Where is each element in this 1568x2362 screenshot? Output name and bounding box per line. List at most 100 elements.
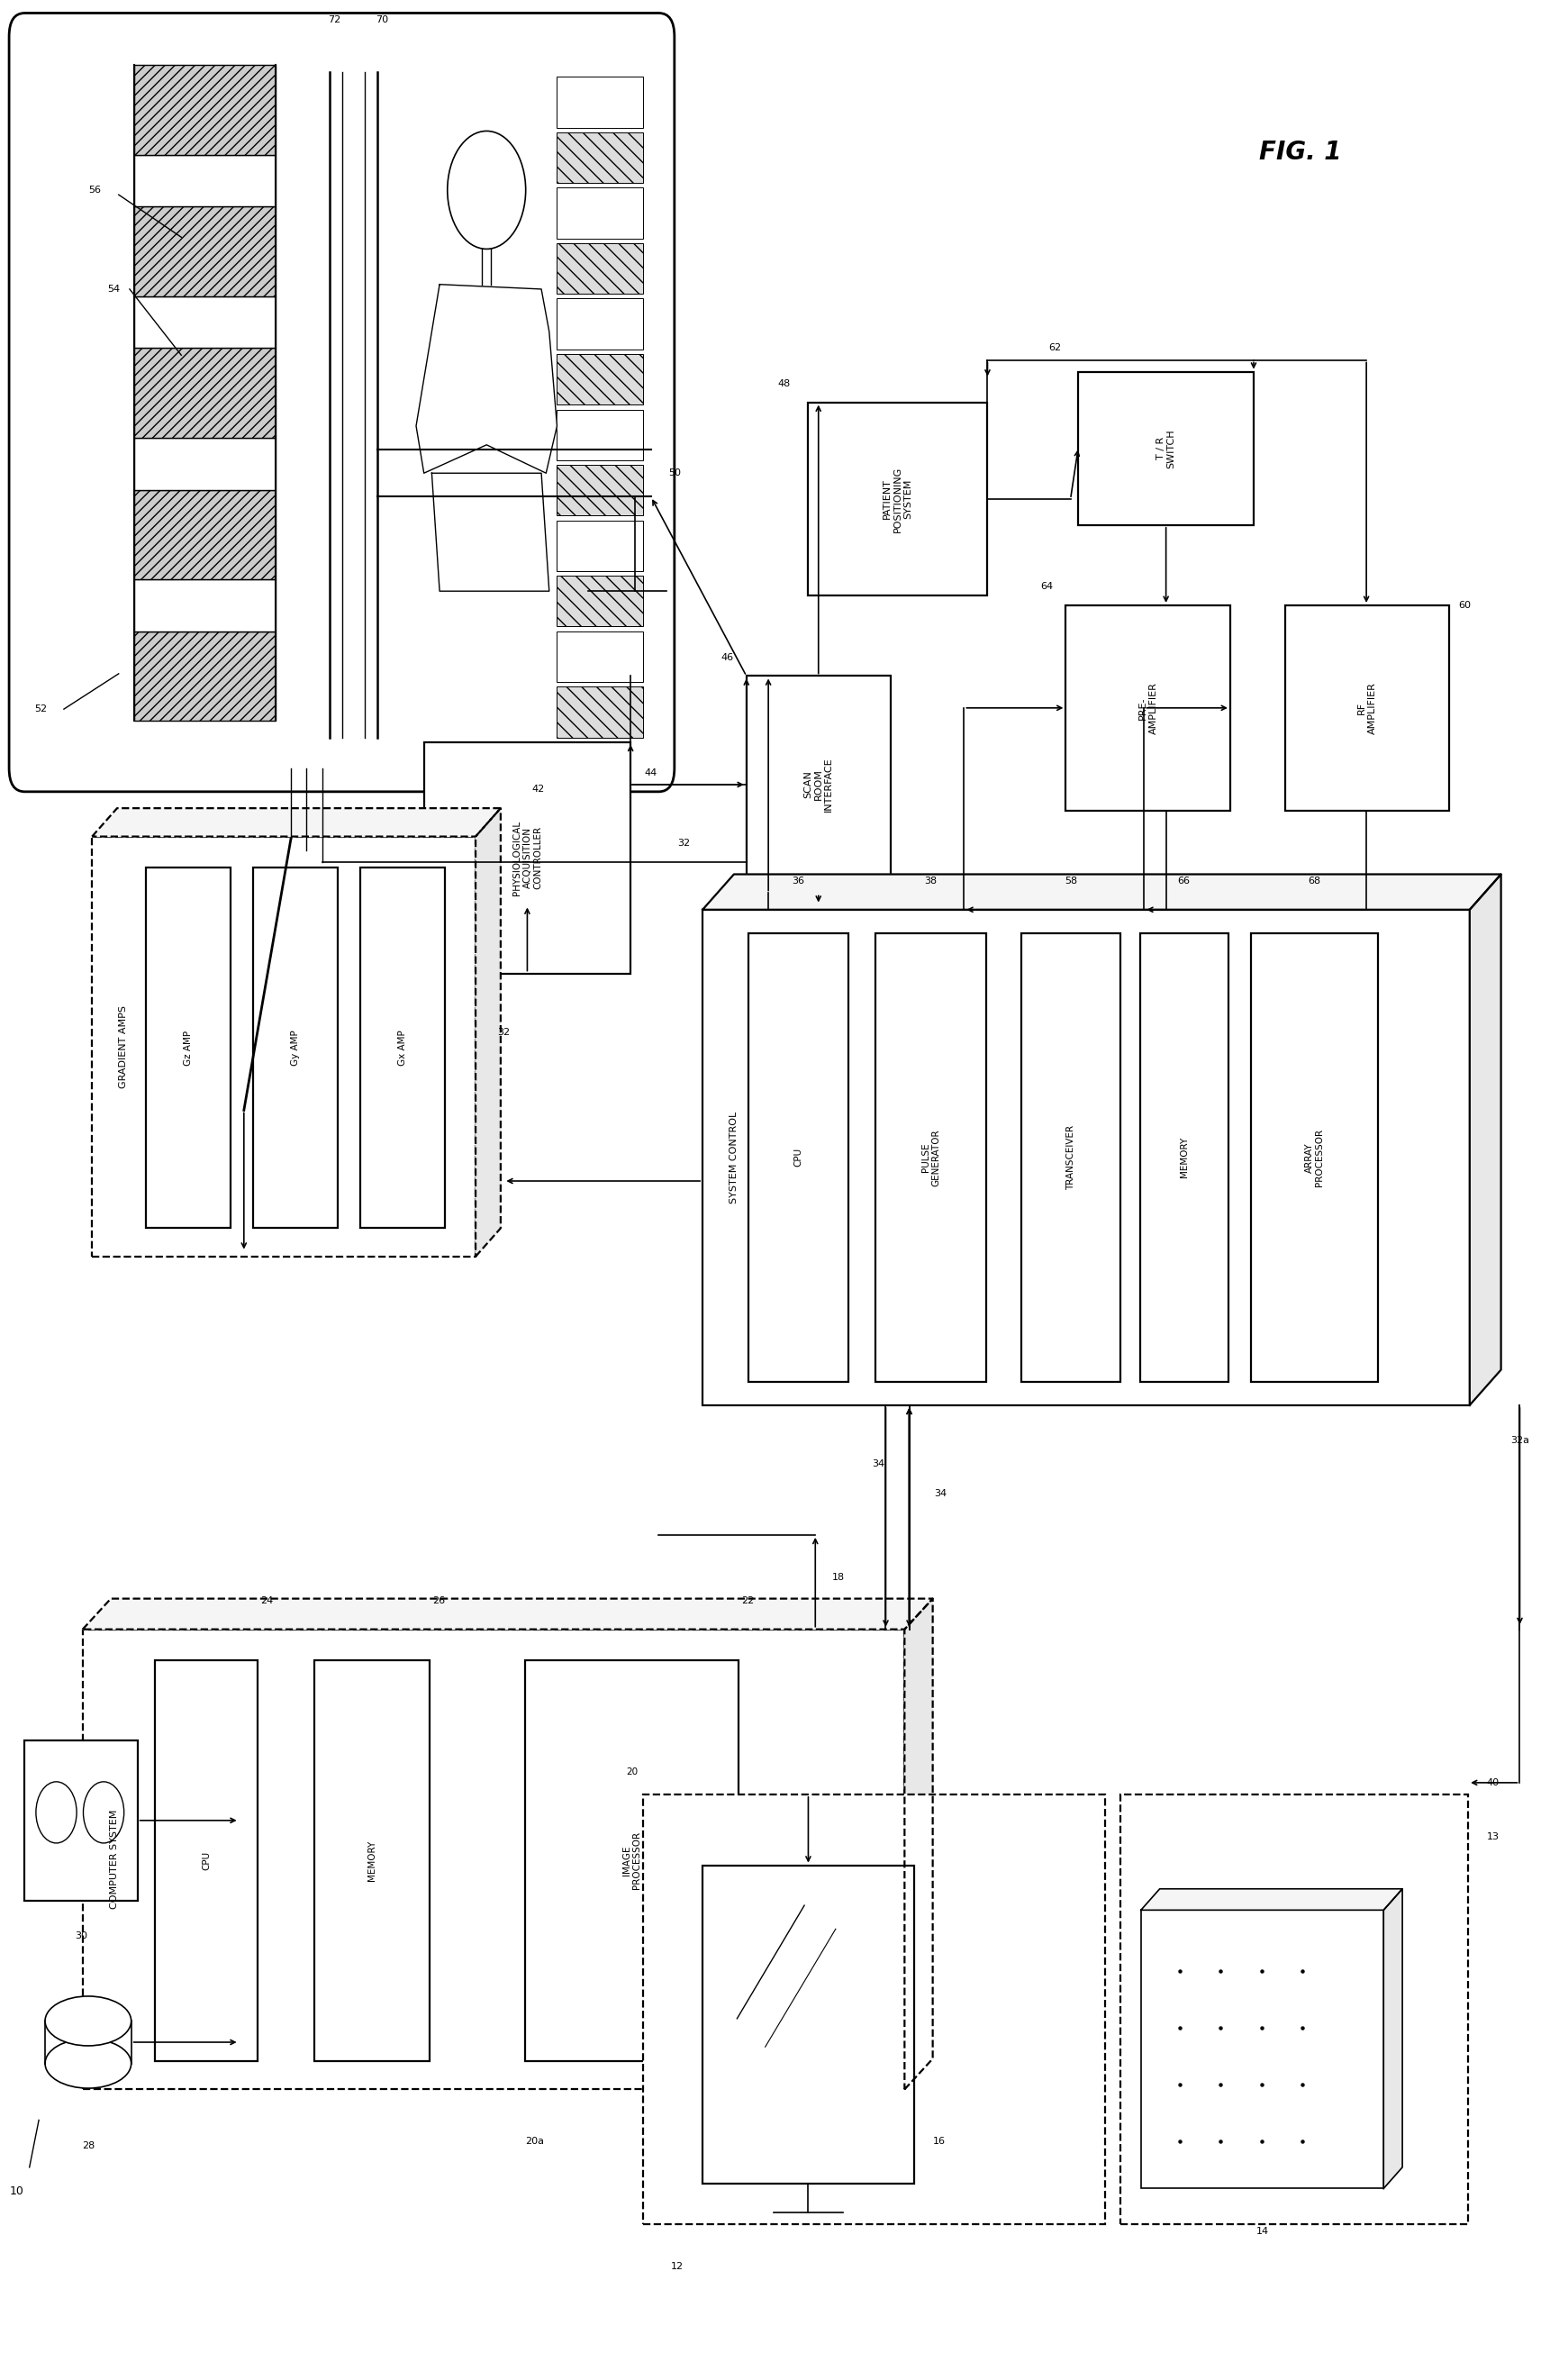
Text: 72: 72	[328, 17, 342, 24]
Text: 16: 16	[933, 2138, 946, 2145]
Ellipse shape	[45, 2038, 132, 2088]
Text: 44: 44	[644, 768, 657, 777]
Bar	[557, 520, 643, 572]
Bar	[808, 402, 988, 595]
Polygon shape	[1383, 1890, 1402, 2190]
Text: 66: 66	[1178, 876, 1190, 886]
Bar	[135, 579, 276, 631]
Circle shape	[447, 130, 525, 248]
Text: SCAN
ROOM
INTERFACE: SCAN ROOM INTERFACE	[803, 758, 833, 813]
Text: 50: 50	[668, 468, 681, 477]
Text: 46: 46	[721, 652, 734, 661]
Polygon shape	[83, 1599, 933, 1630]
Ellipse shape	[45, 1996, 132, 2045]
Bar	[525, 1660, 739, 2062]
Bar	[1284, 605, 1449, 810]
Bar	[557, 187, 643, 239]
Text: PATIENT
POSITIONING
SYSTEM: PATIENT POSITIONING SYSTEM	[883, 465, 913, 531]
Text: 52: 52	[34, 704, 47, 713]
Polygon shape	[702, 874, 1501, 909]
Text: 18: 18	[833, 1573, 845, 1583]
Bar	[146, 867, 230, 1228]
Bar	[361, 867, 445, 1228]
Bar	[1142, 1911, 1383, 2190]
Text: 36: 36	[792, 876, 804, 886]
Text: CPU: CPU	[202, 1852, 210, 1871]
Text: 34: 34	[872, 1460, 884, 1469]
Text: 10: 10	[9, 2185, 24, 2197]
Bar	[155, 1660, 257, 2062]
Bar	[1121, 1795, 1468, 2225]
Text: 26: 26	[433, 1597, 445, 1606]
Text: COMPUTER SYSTEM: COMPUTER SYSTEM	[110, 1809, 119, 1908]
Circle shape	[36, 1781, 77, 1842]
Bar	[702, 1866, 914, 2185]
Text: TRANSCEIVER: TRANSCEIVER	[1066, 1124, 1076, 1190]
Polygon shape	[1469, 874, 1501, 1405]
Text: Gx AMP: Gx AMP	[398, 1030, 408, 1065]
FancyBboxPatch shape	[9, 14, 674, 791]
Bar	[557, 132, 643, 182]
Text: CPU: CPU	[793, 1148, 803, 1167]
Bar	[1021, 933, 1121, 1382]
Bar	[1251, 933, 1378, 1382]
Bar	[557, 354, 643, 404]
Bar	[557, 409, 643, 461]
Bar	[135, 205, 276, 295]
Text: 30: 30	[75, 1932, 88, 1942]
Bar	[557, 76, 643, 128]
Text: 28: 28	[82, 2142, 94, 2149]
Text: 24: 24	[260, 1597, 273, 1606]
Text: 70: 70	[375, 17, 387, 24]
Bar	[135, 631, 276, 720]
Bar	[746, 676, 891, 893]
Text: RF
AMPLIFIER: RF AMPLIFIER	[1358, 683, 1377, 735]
Text: PHYSIOLOGICAL
ACQUISITION
CONTROLLER: PHYSIOLOGICAL ACQUISITION CONTROLLER	[513, 820, 543, 895]
Text: 12: 12	[671, 2263, 684, 2270]
Text: Gy AMP: Gy AMP	[290, 1030, 299, 1065]
Polygon shape	[905, 1599, 933, 2090]
Bar	[557, 576, 643, 626]
Bar	[135, 489, 276, 579]
Text: MEMORY: MEMORY	[367, 1840, 376, 1880]
Text: 60: 60	[1458, 600, 1471, 609]
Text: PRE-
AMPLIFIER: PRE- AMPLIFIER	[1138, 683, 1157, 735]
Bar	[135, 347, 276, 437]
Bar	[557, 465, 643, 515]
Polygon shape	[93, 808, 500, 836]
Text: 54: 54	[108, 283, 121, 293]
Text: 32: 32	[497, 1027, 510, 1037]
Text: 48: 48	[778, 378, 790, 387]
Bar	[135, 154, 276, 205]
Text: 68: 68	[1308, 876, 1320, 886]
Text: 58: 58	[1065, 876, 1077, 886]
Bar	[93, 836, 475, 1257]
Bar	[423, 742, 630, 973]
Bar	[25, 1741, 138, 1901]
Text: 32a: 32a	[1510, 1436, 1529, 1446]
Bar	[83, 1630, 905, 2090]
Bar	[252, 867, 337, 1228]
Text: MEMORY: MEMORY	[1179, 1136, 1189, 1179]
Bar	[557, 243, 643, 293]
Text: Gz AMP: Gz AMP	[183, 1030, 193, 1065]
Bar	[702, 909, 1469, 1405]
Text: SYSTEM CONTROL: SYSTEM CONTROL	[729, 1113, 739, 1205]
Text: 20a: 20a	[525, 2138, 544, 2145]
Bar	[875, 933, 986, 1382]
Bar	[135, 66, 276, 154]
Bar	[557, 631, 643, 683]
Polygon shape	[416, 283, 557, 472]
Bar	[1066, 605, 1231, 810]
Text: GRADIENT AMPS: GRADIENT AMPS	[119, 1006, 129, 1089]
Bar	[748, 933, 848, 1382]
Polygon shape	[1142, 1890, 1402, 1911]
Text: 56: 56	[89, 187, 102, 194]
Text: T / R
SWITCH: T / R SWITCH	[1156, 430, 1176, 468]
Bar	[1140, 933, 1228, 1382]
Text: 14: 14	[1256, 2227, 1269, 2234]
Bar	[643, 1795, 1105, 2225]
Text: PULSE
GENERATOR: PULSE GENERATOR	[920, 1129, 941, 1186]
Text: 13: 13	[1486, 1833, 1499, 1842]
Bar	[315, 1660, 430, 2062]
